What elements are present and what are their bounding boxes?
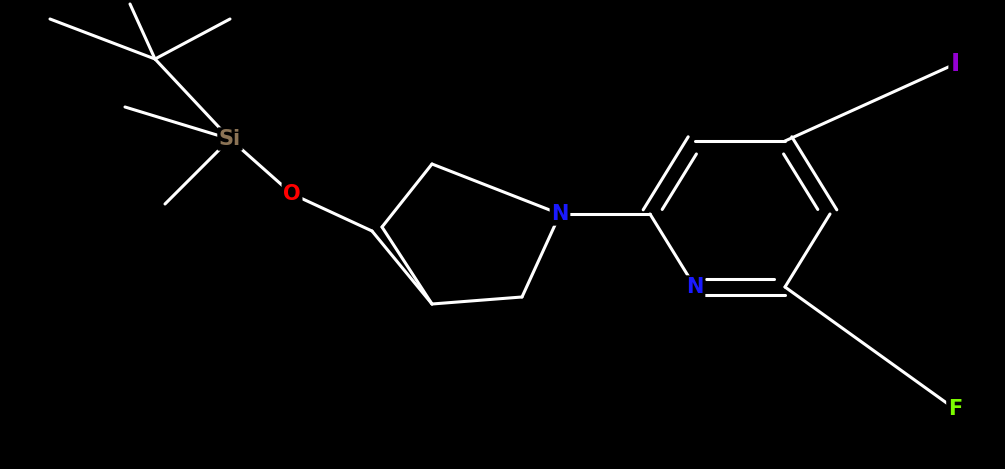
Text: N: N [686, 277, 704, 297]
Text: O: O [283, 184, 300, 204]
Text: Si: Si [219, 129, 241, 149]
Text: F: F [948, 399, 962, 419]
Text: I: I [951, 52, 960, 76]
Text: N: N [552, 204, 569, 224]
